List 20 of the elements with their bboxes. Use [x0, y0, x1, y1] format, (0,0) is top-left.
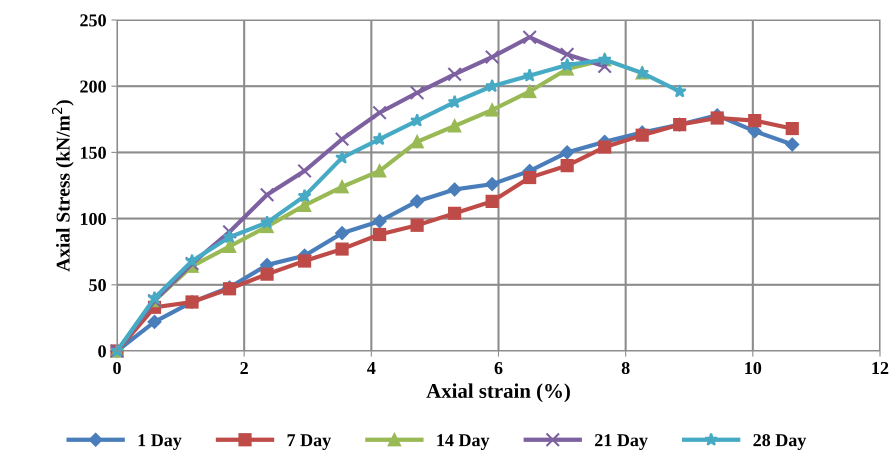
y-tick-label: 0 [98, 345, 106, 358]
legend-label: 7 Day [288, 434, 332, 450]
x-tick-label: 12 [872, 362, 888, 374]
x-axis-title: Axial strain (%) [426, 383, 570, 402]
y-tick-label: 250 [80, 14, 106, 26]
legend-label: 21 Day [595, 434, 648, 450]
x-tick-label: 4 [367, 362, 376, 374]
x-tick-label: 0 [113, 362, 121, 374]
y-tick-label: 150 [80, 146, 106, 159]
x-tick-label: 6 [494, 362, 502, 374]
legend-label: 1 Day [138, 434, 182, 450]
y-tick-label: 200 [80, 80, 106, 93]
legend-label: 14 Day [437, 434, 490, 450]
y-tick-label: 100 [80, 212, 106, 226]
y-axis-title: Axial Stress (kN/m$^{2}$) [52, 100, 74, 272]
x-tick-label: 10 [745, 362, 762, 374]
x-tick-label: 2 [240, 362, 248, 374]
legend-label: 28 Day [753, 434, 806, 450]
x-tick-label: 8 [622, 362, 630, 374]
y-tick-label: 50 [89, 279, 106, 292]
